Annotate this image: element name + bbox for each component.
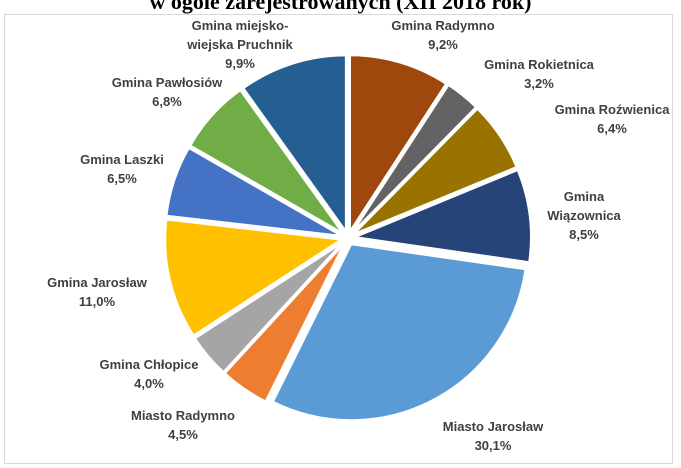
pie-slice-2 (351, 83, 478, 234)
slice-label-2: Gmina Rokietnica 3,2% (484, 57, 595, 91)
slice-label-9: Gmina Laszki 6,5% (80, 152, 164, 186)
slice-label-11: Gmina miejsko-wiejska Pruchnik 9,9% (186, 18, 293, 71)
pie-slice-6 (223, 243, 345, 403)
slice-label-10: Gmina Pawłosiów 6,8% (112, 75, 223, 109)
pie-slice-9 (165, 146, 342, 237)
pie-slice-3 (353, 107, 518, 236)
pie-slice-10 (188, 88, 344, 235)
slice-label-8: Gmina Jarosław 11,0% (47, 275, 148, 309)
chart-border (4, 14, 673, 464)
slice-label-6: Miasto Radymno 4,5% (131, 408, 235, 442)
slice-label-4: Gmina Wiązownica 8,5% (547, 189, 621, 242)
chart-title: w ogóle zarejestrowanych (XII 2018 rok) (149, 0, 532, 14)
slice-label-1: Gmina Radymno 9,2% (391, 18, 494, 52)
slice-label-7: Gmina Chłopice 4,0% (100, 357, 199, 391)
pie-slice-1 (348, 54, 448, 235)
pie-slice-4 (351, 168, 532, 264)
slice-label-3: Gmina Roźwienica 6,4% (555, 102, 671, 136)
pie-slice-7 (193, 241, 344, 374)
pie-slice-5 (271, 243, 527, 422)
slice-label-5: Miasto Jarosław 30,1% (443, 419, 544, 453)
pie-slice-8 (164, 218, 345, 337)
pie-slice-11 (241, 54, 347, 235)
